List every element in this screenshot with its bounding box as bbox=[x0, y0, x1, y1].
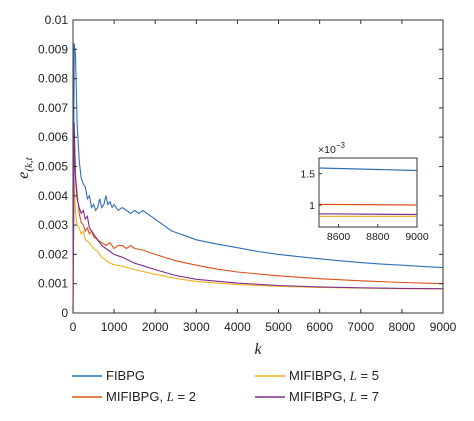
x-tick-label: 0 bbox=[70, 320, 77, 334]
y-tick-label: 0 bbox=[61, 306, 68, 320]
y-axis-label-subscript: (k,t bbox=[23, 156, 35, 171]
legend-label-3: MIFIBPG, L = 7 bbox=[289, 389, 379, 404]
y-tick-label: 0.006 bbox=[38, 130, 68, 144]
x-tick-label: 9000 bbox=[430, 320, 457, 334]
x-tick-label: 2000 bbox=[142, 320, 169, 334]
inset-series-layer bbox=[318, 167, 418, 217]
series-line-0 bbox=[72, 43, 444, 311]
series-line-3 bbox=[72, 122, 444, 311]
y-tick-label: 0.002 bbox=[38, 247, 68, 261]
inset-x-tick-label: 8800 bbox=[366, 231, 390, 243]
x-tick-label: 3000 bbox=[183, 320, 210, 334]
x-tick-label: 1000 bbox=[101, 320, 128, 334]
inset-x-tick-label: 8600 bbox=[327, 231, 351, 243]
y-tick-label: 0.009 bbox=[38, 42, 68, 56]
y-axis-label-main: e bbox=[15, 172, 32, 179]
y-tick-label: 0.003 bbox=[38, 218, 68, 232]
inset-y-tick-label: 1 bbox=[309, 200, 315, 212]
series-line-2 bbox=[72, 181, 444, 311]
y-tick-label: 0.004 bbox=[38, 189, 68, 203]
inset-y-tick-label: 1.5 bbox=[300, 169, 315, 181]
inset-series-line-3 bbox=[318, 213, 418, 216]
y-tick-label: 0.008 bbox=[38, 72, 68, 86]
x-tick-label: 7000 bbox=[347, 320, 374, 334]
legend-label-1: MIFIBPG, L = 2 bbox=[106, 389, 196, 404]
inset-x-tick-label: 9000 bbox=[405, 231, 429, 243]
svg-text:e(k,t: e(k,t bbox=[15, 156, 35, 178]
legend-label-0: FIBPG bbox=[106, 368, 145, 383]
x-axis-label: k bbox=[254, 341, 262, 358]
legend: FIBPG MIFIBPG, L = 5 MIFIBPG, L = 2 MIFIBPG… bbox=[72, 368, 379, 404]
series-layer bbox=[72, 43, 444, 311]
y-axis-label: e(k,t bbox=[15, 156, 35, 178]
inset-y-scale-label: ×10−3 bbox=[318, 141, 345, 156]
inset-series-line-1 bbox=[318, 203, 418, 206]
y-tick-label: 0.001 bbox=[38, 277, 68, 291]
inset-zoom: 8600 8800 9000 1 1.5 ×10−3 bbox=[300, 141, 428, 243]
legend-label-2: MIFIBPG, L = 5 bbox=[289, 368, 379, 383]
inset-series-line-0 bbox=[318, 167, 418, 172]
y-tick-label: 0.007 bbox=[38, 101, 68, 115]
y-tick-label: 0.01 bbox=[45, 13, 69, 27]
inset-ticks: 8600 8800 9000 1 1.5 bbox=[300, 169, 428, 243]
x-tick-label: 6000 bbox=[306, 320, 333, 334]
y-axis-ticks: 0 0.001 0.002 0.003 0.004 0.005 0.006 0.007 0.00… bbox=[38, 13, 443, 320]
x-axis-ticks: 0 1000 2000 3000 4000 5000 6000 7000 8000 9000 bbox=[70, 20, 457, 334]
y-tick-label: 0.005 bbox=[38, 160, 68, 174]
x-tick-label: 4000 bbox=[224, 320, 251, 334]
x-tick-label: 8000 bbox=[389, 320, 416, 334]
series-line-1 bbox=[72, 134, 444, 311]
x-tick-label: 5000 bbox=[265, 320, 292, 334]
